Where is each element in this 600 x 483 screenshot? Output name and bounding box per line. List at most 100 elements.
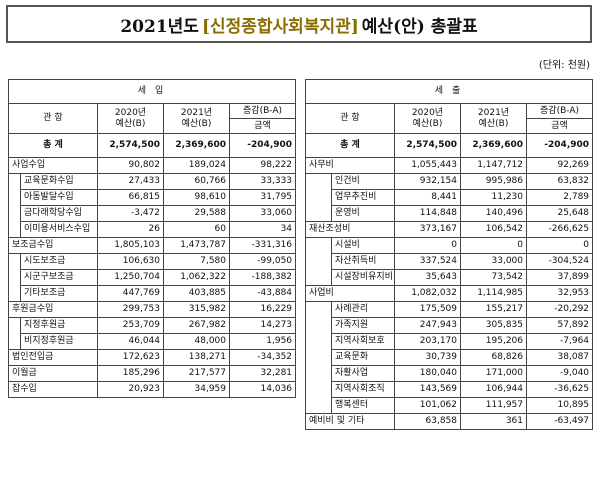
row-label: 금다래학당수입 (20, 205, 98, 222)
total-label: 총 계 (305, 133, 395, 158)
row-v2020: 46,044 (97, 333, 164, 350)
row-v2020: 66,815 (97, 189, 164, 206)
row-indent (305, 205, 332, 222)
row-indent (305, 253, 332, 270)
table-row: 후원금수입 299,753 315,982 16,229 (8, 301, 297, 318)
row-label: 업무추진비 (331, 189, 395, 206)
col-header-2021: 2021년 예산(B) (460, 103, 527, 134)
col-diff-header: 증감(B-A) (228, 103, 297, 119)
row-label: 기타보조금 (20, 285, 98, 302)
total-diff: -204,900 (228, 133, 297, 158)
row-v2021: 11,230 (460, 189, 527, 206)
row-v2021: 29,588 (163, 205, 230, 222)
row-v2021: 155,217 (460, 301, 527, 318)
row-v2020: 932,154 (394, 173, 461, 190)
table-row: 법인전입금 172,623 138,271 -34,352 (8, 349, 297, 366)
col-header-2020: 2020년 예산(B) (394, 103, 461, 134)
row-v2021: 111,957 (460, 397, 527, 414)
row-diff: -266,625 (525, 221, 594, 238)
row-v2021: 217,577 (163, 365, 230, 382)
row-indent (8, 189, 21, 206)
row-label: 예비비 및 기타 (305, 413, 395, 430)
row-indent (305, 349, 332, 366)
row-v2020: 247,943 (394, 317, 461, 334)
row-v2021: 98,610 (163, 189, 230, 206)
row-v2020: 185,296 (97, 365, 164, 382)
row-v2021: 1,147,712 (460, 157, 527, 174)
row-indent (8, 173, 21, 190)
row-label: 행복센터 (331, 397, 395, 414)
table-row: 아동발달수입 66,815 98,610 31,795 (8, 189, 297, 206)
table-row: 가족지원 247,943 305,835 57,892 (305, 317, 594, 334)
row-indent (305, 237, 332, 254)
table-row: 시설비 0 0 0 (305, 237, 594, 254)
total-v2020: 2,574,500 (97, 133, 164, 158)
row-v2020: 90,802 (97, 157, 164, 174)
row-label: 자활사업 (331, 365, 395, 382)
row-indent (8, 221, 21, 238)
row-v2021: 361 (460, 413, 527, 430)
row-diff: 92,269 (525, 157, 594, 174)
row-v2021: 68,826 (460, 349, 527, 366)
row-label: 이미용서비스수입 (20, 221, 98, 238)
row-label: 시설비 (331, 237, 395, 254)
row-indent (305, 333, 332, 350)
row-label: 자산취득비 (331, 253, 395, 270)
table-row: 지역사회보호 203,170 195,206 -7,964 (305, 333, 594, 350)
col-header-line: 2020년 (114, 107, 147, 118)
col-header-line: 2021년 (180, 107, 213, 118)
row-v2020: 106,630 (97, 253, 164, 270)
table-row: 시설장비유지비 35,643 73,542 37,899 (305, 269, 594, 286)
row-label: 이월금 (8, 365, 98, 382)
table-row: 운영비 114,848 140,496 25,648 (305, 205, 594, 222)
row-label: 잡수입 (8, 381, 98, 398)
column-header-row: 관 항 2020년 예산(B) 2021년 예산(B) 증감(B-A) (305, 103, 594, 134)
row-label: 재산조성비 (305, 221, 395, 238)
col-header-line: 2021년 (477, 107, 510, 118)
row-v2021: 195,206 (460, 333, 527, 350)
row-v2021: 171,000 (460, 365, 527, 382)
row-v2020: 299,753 (97, 301, 164, 318)
table-row: 자활사업 180,040 171,000 -9,040 (305, 365, 594, 382)
row-diff: 37,899 (525, 269, 594, 286)
row-indent (8, 285, 21, 302)
row-v2020: 1,250,704 (97, 269, 164, 286)
row-indent (305, 301, 332, 318)
table-row: 사례관리 175,509 155,217 -20,292 (305, 301, 594, 318)
table-row: 보조금수입 1,805,103 1,473,787 -331,316 (8, 237, 297, 254)
row-v2021: 60 (163, 221, 230, 238)
total-v2021: 2,369,600 (163, 133, 230, 158)
page-title: 2021년도 [신정종합사회복지관] 예산(안) 총괄표 (6, 5, 592, 43)
row-diff: 33,060 (228, 205, 297, 222)
row-indent (305, 173, 332, 190)
table-row: 잡수입 20,923 34,959 14,036 (8, 381, 297, 398)
table-row: 사업비 1,082,032 1,114,985 32,953 (305, 285, 594, 302)
row-diff: 57,892 (525, 317, 594, 334)
row-v2021: 267,982 (163, 317, 230, 334)
section-title: 세 입 (7, 79, 297, 104)
col-diff-subheader: 금액 (525, 118, 594, 134)
row-diff: -188,382 (228, 269, 297, 286)
table-row: 이미용서비스수입 26 60 34 (8, 221, 297, 238)
row-indent (8, 253, 21, 270)
col-header-line: 예산(B) (412, 118, 443, 129)
total-label: 총 계 (8, 133, 98, 158)
row-label: 시도보조금 (20, 253, 98, 270)
row-v2020: 180,040 (394, 365, 461, 382)
row-v2021: 305,835 (460, 317, 527, 334)
row-diff: 25,648 (525, 205, 594, 222)
table-row: 기타보조금 447,769 403,885 -43,884 (8, 285, 297, 302)
col-header-2021: 2021년 예산(B) (163, 103, 230, 134)
col-header-line: 예산(B) (115, 118, 146, 129)
row-diff: 1,956 (228, 333, 297, 350)
row-v2020: 337,524 (394, 253, 461, 270)
row-v2020: 63,858 (394, 413, 461, 430)
row-v2020: 114,848 (394, 205, 461, 222)
row-v2020: 27,433 (97, 173, 164, 190)
row-diff: -34,352 (228, 349, 297, 366)
row-diff: 2,789 (525, 189, 594, 206)
section-title: 세 출 (304, 79, 594, 104)
row-diff: 31,795 (228, 189, 297, 206)
row-indent (8, 269, 21, 286)
